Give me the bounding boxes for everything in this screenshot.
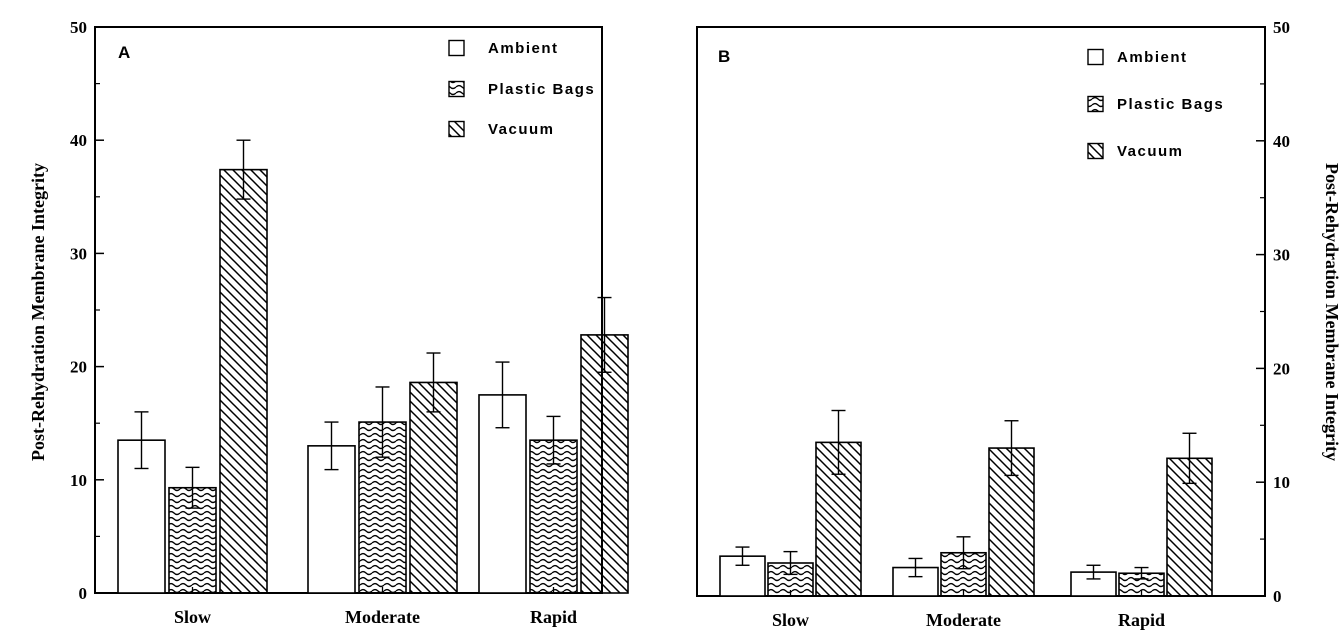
legend-swatch [1087, 142, 1104, 160]
error-bar [546, 415, 561, 465]
legend-swatch [448, 120, 465, 138]
y-axis-title: Post-Rehydration Membrane Integrity [1322, 163, 1340, 461]
x-tick-label: Moderate [345, 607, 420, 627]
error-bar [236, 139, 251, 200]
y-axis: 0 10 20 30 40 50 [1256, 18, 1290, 606]
legend-swatch [448, 39, 465, 57]
error-bar [597, 296, 612, 373]
error-bar [735, 546, 750, 566]
legend-label: Plastic Bags [1117, 96, 1224, 113]
y-tick-label: 10 [1273, 473, 1290, 492]
legend-swatch [1087, 48, 1104, 66]
error-bar [495, 361, 510, 429]
legend-label: Vacuum [1117, 143, 1184, 160]
error-bar [1004, 420, 1019, 477]
legend-label: Ambient [488, 40, 559, 57]
error-bar [134, 411, 149, 470]
error-bar [1182, 432, 1197, 485]
panel-a: 0 10 20 30 40 50 Slow Moderate Rapid A Ambient P… [28, 18, 629, 627]
legend-swatch [1087, 95, 1104, 113]
error-bar [956, 536, 971, 570]
y-tick-label: 30 [70, 244, 87, 263]
legend: Ambient Plastic Bags Vacuum [1087, 48, 1224, 160]
y-tick-label: 10 [70, 471, 87, 490]
legend-label: Ambient [1117, 49, 1188, 66]
y-tick-label: 20 [1273, 359, 1290, 378]
y-tick-label: 40 [70, 131, 87, 150]
error-bar [1086, 564, 1101, 580]
panel-b: 0 10 20 30 40 50 Slow Moderate Rapid B Ambient P… [696, 18, 1340, 630]
panel-label: A [118, 43, 130, 62]
y-axis: 0 10 20 30 40 50 [70, 18, 104, 603]
y-tick-label: 30 [1273, 246, 1290, 265]
x-axis: Slow Moderate Rapid [772, 590, 1165, 630]
error-bar [185, 466, 200, 509]
legend-label: Vacuum [488, 121, 555, 138]
y-tick-label: 0 [1273, 587, 1282, 606]
error-bar [831, 409, 846, 475]
y-tick-label: 50 [70, 18, 87, 37]
error-bar [426, 352, 441, 413]
error-bar [783, 550, 798, 576]
bar-vacuum-moderate [409, 381, 458, 594]
x-tick-label: Slow [772, 610, 809, 630]
x-tick-label: Moderate [926, 610, 1001, 630]
legend: Ambient Plastic Bags Vacuum [448, 39, 595, 138]
error-bar [1134, 566, 1149, 580]
panel-label: B [718, 47, 730, 66]
y-axis-title: Post-Rehydration Membrane Integrity [28, 163, 48, 461]
x-axis: Slow Moderate Rapid [174, 587, 577, 627]
bar-vacuum-rapid [580, 334, 629, 594]
bar-plastic-bags-rapid [529, 439, 578, 594]
error-bar [908, 557, 923, 578]
bar-vacuum-slow [219, 168, 268, 594]
x-tick-label: Slow [174, 607, 211, 627]
bar-group [719, 409, 1213, 597]
y-tick-label: 40 [1273, 132, 1290, 151]
y-tick-label: 20 [70, 358, 87, 377]
x-tick-label: Rapid [530, 607, 577, 627]
x-tick-label: Rapid [1118, 610, 1165, 630]
bar-group [117, 139, 629, 594]
y-tick-label: 0 [79, 584, 88, 603]
y-tick-label: 50 [1273, 18, 1290, 37]
error-bar [375, 386, 390, 458]
bar-ambient-slow [719, 555, 766, 597]
legend-swatch [448, 80, 465, 98]
legend-label: Plastic Bags [488, 81, 595, 98]
error-bar [324, 421, 339, 471]
